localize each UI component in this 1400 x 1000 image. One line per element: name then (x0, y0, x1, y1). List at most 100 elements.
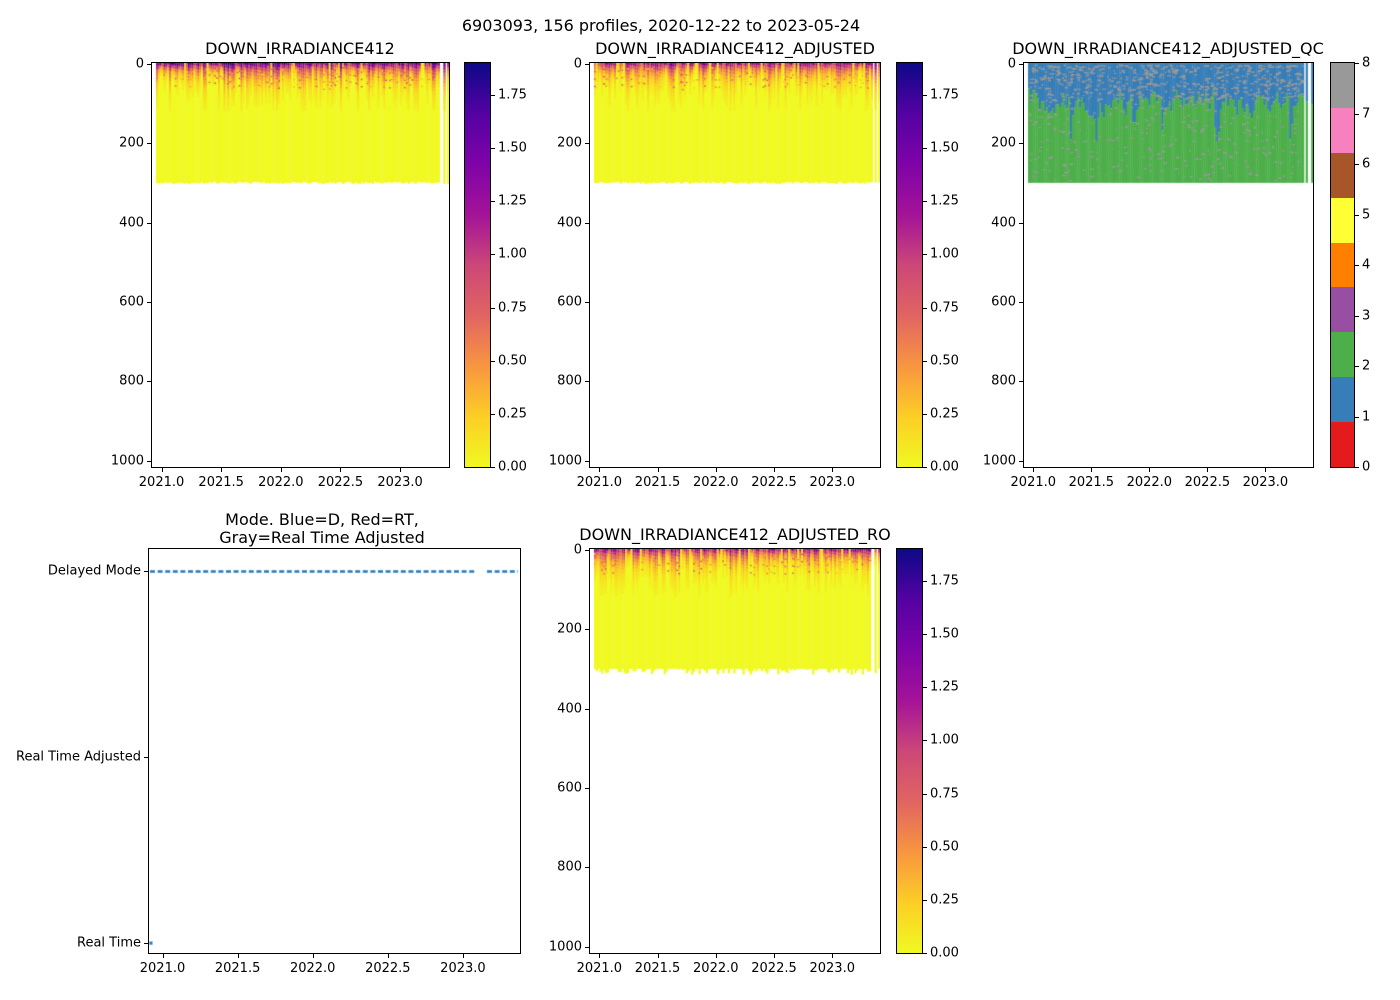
x-tick (1091, 468, 1093, 472)
y-tick (1019, 63, 1023, 65)
y-tick (1019, 381, 1023, 383)
colorbar-qc-set1 (1330, 62, 1355, 468)
x-tick-label: 2022.0 (258, 475, 304, 490)
y-tick (585, 301, 589, 303)
x-tick-label: 2022.5 (1184, 475, 1231, 490)
qc-colorbar-segment-3 (1331, 287, 1354, 333)
colorbar-tick (1355, 416, 1359, 418)
x-tick (715, 468, 717, 472)
colorbar-tick (491, 148, 495, 150)
y-tick (147, 381, 151, 383)
y-tick-label: 600 (991, 294, 1016, 310)
x-tick (400, 468, 402, 472)
qc-colorbar-tick-label: 7 (1362, 106, 1371, 121)
y-tick-label: 800 (991, 373, 1016, 389)
figure-suptitle: 6903093, 156 profiles, 2020-12-22 to 202… (461, 16, 861, 35)
colorbar-tick (923, 580, 927, 582)
y-tick (147, 143, 151, 145)
qc-colorbar-tick-label: 1 (1362, 409, 1371, 424)
colorbar-tick-label: 0.50 (498, 353, 527, 369)
axes-down-irradiance412-adjusted (589, 62, 881, 468)
mode-y-category-label: Delayed Mode (47, 563, 141, 579)
colorbar-tick (923, 148, 927, 150)
mode-title-line2: Gray=Real Time Adjusted (219, 528, 425, 547)
y-tick (1019, 301, 1023, 303)
y-tick (585, 63, 589, 65)
y-tick-label: 1000 (548, 453, 582, 469)
heatmap-canvas-down-irradiance412 (152, 63, 449, 467)
colorbar-tick-label: 0.75 (498, 300, 527, 316)
y-tick (585, 549, 589, 551)
y-tick-label: 400 (119, 215, 144, 231)
x-tick (1207, 468, 1209, 472)
x-tick-label: 2023.0 (377, 475, 423, 490)
y-tick-label: 800 (557, 373, 582, 389)
subplot-title-down-irradiance412-adjusted-ro: DOWN_IRRADIANCE412_ADJUSTED_RO (579, 525, 891, 544)
subplot-title-mode: Mode. Blue=D, Red=RT, Gray=Real Time Adj… (219, 511, 425, 547)
x-tick (715, 954, 717, 958)
y-tick-label: 0 (573, 542, 582, 558)
colorbar-plasma-irradiance412-adjusted-ro (896, 548, 923, 954)
subplot-title-down-irradiance412: DOWN_IRRADIANCE412 (205, 39, 395, 58)
axes-down-irradiance412-adjusted-ro (589, 548, 881, 954)
colorbar-tick (923, 846, 927, 848)
y-tick-label: 200 (119, 135, 144, 151)
x-tick (340, 468, 342, 472)
qc-colorbar-tick-label: 2 (1362, 358, 1371, 374)
colorbar-tick (1355, 265, 1359, 266)
colorbar-tick-label: 1.00 (930, 732, 959, 748)
y-tick (585, 222, 589, 224)
colorbar-tick-label: 1.50 (930, 140, 959, 156)
x-tick (599, 954, 601, 958)
qc-colorbar-tick-label: 0 (1362, 459, 1371, 475)
colorbar-tick-label: 0.00 (498, 459, 527, 475)
colorbar-tick (1355, 467, 1359, 468)
qc-colorbar-segment-8 (1331, 62, 1354, 108)
colorbar-tick (923, 740, 927, 742)
qc-colorbar-tick-label: 5 (1362, 207, 1371, 222)
y-tick-label: 600 (557, 780, 582, 796)
qc-colorbar-segment-4 (1331, 242, 1354, 288)
x-tick-label: 2022.5 (317, 475, 364, 490)
x-tick-label: 2022.5 (365, 961, 411, 976)
qc-colorbar-segment-6 (1331, 152, 1354, 198)
x-tick-label: 2021.5 (214, 961, 261, 976)
x-tick-label: 2021.5 (1068, 475, 1115, 490)
mode-title-line1: Mode. Blue=D, Red=RT, (225, 510, 419, 529)
colorbar-tick-label: 0.75 (930, 300, 959, 316)
colorbar-tick-label: 0.50 (930, 839, 959, 855)
colorbar-tick-label: 0.00 (930, 945, 959, 961)
colorbar-tick (923, 307, 927, 309)
x-tick-label: 2023.0 (809, 961, 855, 976)
x-tick-label: 2022.5 (751, 475, 797, 490)
y-tick (585, 381, 589, 383)
colorbar-tick (491, 467, 495, 468)
x-tick-label: 2021.0 (576, 475, 623, 490)
y-tick (144, 571, 148, 572)
x-tick-label: 2022.0 (289, 961, 336, 976)
colorbar-tick (491, 94, 495, 96)
x-tick (1033, 468, 1035, 472)
colorbar-tick (923, 793, 927, 795)
colorbar-tick-label: 1.25 (930, 193, 959, 209)
x-tick (312, 954, 314, 958)
x-tick (237, 954, 239, 958)
x-tick (462, 954, 464, 958)
qc-colorbar-segment-7 (1331, 107, 1354, 153)
colorbar-tick (1355, 113, 1359, 115)
y-tick (1019, 143, 1023, 145)
x-tick-label: 2023.0 (440, 961, 486, 976)
colorbar-tick (923, 413, 927, 415)
y-tick (147, 460, 151, 462)
colorbar-tick (923, 201, 927, 203)
colorbar-tick (923, 360, 927, 362)
x-tick-label: 2021.0 (138, 475, 185, 490)
colorbar-tick (923, 687, 927, 689)
colorbar-tick-label: 1.00 (498, 246, 527, 262)
y-tick-label: 200 (557, 621, 582, 637)
subplot-title-down-irradiance412-adjusted-qc: DOWN_IRRADIANCE412_ADJUSTED_QC (1012, 39, 1324, 58)
colorbar-tick-label: 1.75 (498, 87, 527, 103)
y-tick (144, 757, 148, 758)
colorbar-tick (491, 201, 495, 203)
